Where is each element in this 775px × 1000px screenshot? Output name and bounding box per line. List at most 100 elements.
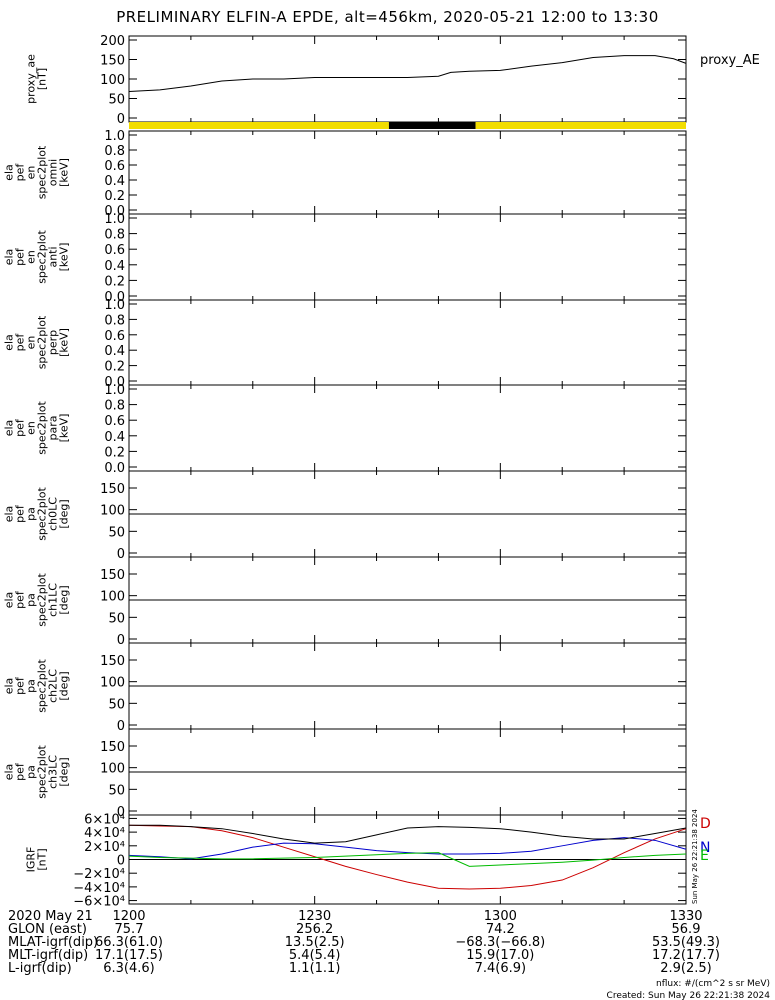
orbit-row-value: 7.4(6.9) bbox=[475, 961, 527, 976]
omni-ylabel-line: omni bbox=[47, 159, 60, 186]
para-ylabel-line: [keV] bbox=[58, 414, 71, 443]
ch0LC-ytick-label: 100 bbox=[100, 504, 125, 519]
ch2LC-ytick-label: 150 bbox=[100, 654, 125, 669]
perp-ylabel-line: perp bbox=[47, 330, 60, 355]
proxy-ae-legend: proxy_AE bbox=[700, 53, 760, 68]
ch3LC-ylabel-line: pa bbox=[25, 765, 38, 779]
footer-units: nflux: #/(cm^2 s sr MeV) bbox=[656, 979, 770, 989]
anti-ylabel-line: [keV] bbox=[58, 243, 71, 272]
vertical-timestamp: Sun May 26 22:21:38 2024 bbox=[691, 809, 699, 904]
para-frame bbox=[128, 384, 687, 472]
omni-ylabel-line: spec2plot bbox=[36, 145, 49, 199]
igrf-ytick-label: −2×10⁴ bbox=[73, 867, 125, 882]
igrf-ylabel: IGRF[nT] bbox=[25, 847, 49, 873]
ch2LC-ylabel-line: ela bbox=[3, 678, 16, 695]
ch2LC-ytick-label: 50 bbox=[108, 697, 125, 712]
omni-ylabel-line: en bbox=[25, 166, 38, 180]
anti-ylabel-line: spec2plot bbox=[36, 230, 49, 284]
igrf-ytick-label: 4×10⁴ bbox=[84, 826, 125, 841]
orbit-row-value: 75.7 bbox=[115, 922, 144, 937]
orbit-row-value: 17.2(17.7) bbox=[652, 948, 720, 963]
omni-ytick-label: 0.2 bbox=[104, 189, 125, 204]
igrf-legend-D: D bbox=[700, 816, 711, 832]
igrf-series-D bbox=[128, 824, 687, 890]
proxy_ae-frame bbox=[128, 35, 687, 123]
ch0LC-ylabel-line: pef bbox=[14, 504, 27, 523]
omni-ytick-label: 0.4 bbox=[104, 174, 125, 189]
proxy_ae-ytick-label: 50 bbox=[108, 93, 125, 108]
perp-ytick-label: 0.4 bbox=[104, 344, 125, 359]
ch1LC-ylabel-line: [deg] bbox=[58, 585, 71, 614]
ch0LC-ytick-label: 0 bbox=[117, 547, 125, 562]
xaxis-tick-label: 1330 bbox=[669, 909, 702, 924]
ch1LC-ylabel-line: pa bbox=[25, 593, 38, 607]
igrf-ylabel-line: IGRF bbox=[25, 847, 38, 873]
igrf-legend-E: E bbox=[700, 848, 709, 864]
anti-ylabel-line: ela bbox=[3, 249, 16, 266]
para-ytick-label: 0.8 bbox=[104, 399, 125, 414]
perp-frame bbox=[128, 299, 687, 386]
xaxis-tick-label: 1230 bbox=[298, 909, 331, 924]
para-ylabel-line: spec2plot bbox=[36, 401, 49, 455]
anti-frame bbox=[128, 213, 687, 301]
igrf-series-E bbox=[128, 852, 687, 867]
ch3LC-ytick-label: 50 bbox=[108, 783, 125, 798]
ch2LC-ytick-label: 0 bbox=[117, 719, 125, 734]
ch0LC-ytick-label: 150 bbox=[100, 482, 125, 497]
xaxis-tick-label: 1200 bbox=[112, 909, 145, 924]
proxy_ae-ylabel-line: [nT] bbox=[36, 68, 49, 90]
omni-ytick-label: 0.8 bbox=[104, 144, 125, 159]
ch1LC-ytick-label: 100 bbox=[100, 590, 125, 605]
anti-ytick-label: 0.8 bbox=[104, 228, 125, 243]
igrf-ytick-label: 0 bbox=[117, 854, 125, 869]
anti-ytick-label: 0.6 bbox=[104, 243, 125, 258]
perp-ytick-label: 0.6 bbox=[104, 329, 125, 344]
orbit-row-label: L-igrf(dip) bbox=[8, 961, 72, 976]
ch1LC-ylabel-line: ch1LC bbox=[47, 583, 60, 617]
ch1LC-ytick-label: 0 bbox=[117, 633, 125, 648]
orbit-row-label: MLT-igrf(dip) bbox=[8, 948, 88, 963]
ch3LC-ylabel-line: spec2plot bbox=[36, 745, 49, 799]
omni-ytick-label: 0.0 bbox=[104, 204, 125, 219]
orbit-row-value: 1.1(1.1) bbox=[289, 961, 341, 976]
omni-frame bbox=[128, 130, 687, 215]
xaxis-tick-label: 1300 bbox=[484, 909, 517, 924]
perp-ytick-label: 0.2 bbox=[104, 360, 125, 375]
status-bar-segment bbox=[388, 122, 476, 129]
igrf-ytick-label: −6×10⁴ bbox=[73, 895, 125, 910]
ch1LC-ylabel-line: spec2plot bbox=[36, 573, 49, 627]
ch3LC-ytick-label: 100 bbox=[100, 762, 125, 777]
orbit-row-value: 256.2 bbox=[296, 922, 333, 937]
ch3LC-ytick-label: 150 bbox=[100, 740, 125, 755]
anti-ytick-label: 1.0 bbox=[104, 212, 125, 227]
orbit-row-label: 2020 May 21 bbox=[8, 909, 93, 924]
orbit-row-value: 66.3(61.0) bbox=[95, 935, 163, 950]
ch2LC-ylabel-line: pa bbox=[25, 679, 38, 693]
igrf-ytick-label: 2×10⁴ bbox=[84, 840, 125, 855]
para-ytick-label: 0.2 bbox=[104, 445, 125, 460]
perp-ytick-label: 0.8 bbox=[104, 313, 125, 328]
ch1LC-ytick-label: 50 bbox=[108, 611, 125, 626]
orbit-row-value: 15.9(17.0) bbox=[466, 948, 534, 963]
para-ylabel-line: ela bbox=[3, 420, 16, 437]
para-ytick-label: 1.0 bbox=[104, 383, 125, 398]
ch1LC-ytick-label: 150 bbox=[100, 568, 125, 583]
perp-ytick-label: 1.0 bbox=[104, 298, 125, 313]
igrf-ylabel-line: [nT] bbox=[36, 848, 49, 870]
igrf-ytick-label: 6×10⁴ bbox=[84, 812, 125, 827]
omni-ylabel-line: ela bbox=[3, 164, 16, 181]
orbit-row-value: 56.9 bbox=[672, 922, 701, 937]
ch2LC-ytick-label: 100 bbox=[100, 676, 125, 691]
perp-ytick-label: 0.0 bbox=[104, 375, 125, 390]
ch3LC-ytick-label: 0 bbox=[117, 805, 125, 820]
proxy_ae-ytick-label: 200 bbox=[100, 34, 125, 49]
para-ylabel-line: en bbox=[25, 421, 38, 435]
para-ytick-label: 0.4 bbox=[104, 430, 125, 445]
